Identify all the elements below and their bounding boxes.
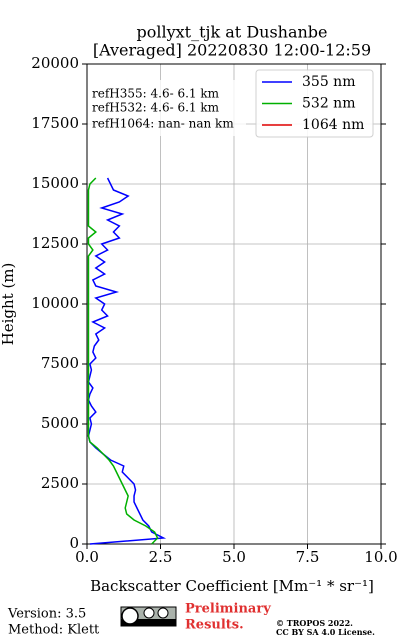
x-axis-label: Backscatter Coefficient [Mm⁻¹ * sr⁻¹] (90, 577, 374, 595)
plot-frame (86, 63, 382, 545)
annotation-box (88, 80, 246, 136)
y-tick-label: 7500 (41, 354, 79, 372)
y-tick-label: 2500 (41, 474, 79, 492)
y-tick-label: 12500 (31, 234, 79, 252)
preliminary: Preliminary (185, 602, 271, 617)
chart-title: pollyxt_tjk at Dushanbe (136, 23, 327, 42)
x-tick-label: 5.0 (222, 548, 246, 566)
y-tick-label: 20000 (31, 54, 79, 72)
legend-label: 355 nm (302, 74, 355, 90)
y-tick-label: 15000 (31, 174, 79, 192)
y-tick-label: 17500 (31, 114, 79, 132)
x-tick-label: 0.0 (75, 548, 99, 566)
copyright: CC BY SA 4.0 License. (276, 627, 375, 637)
x-tick-label: 10.0 (364, 548, 397, 566)
y-tick-label: 0 (69, 534, 79, 552)
legend-label: 532 nm (302, 96, 355, 112)
x-tick-label: 7.5 (296, 548, 320, 566)
legend-label: 1064 nm (302, 117, 364, 133)
annotation: refH532: 4.6- 6.1 km (92, 101, 220, 115)
chart-subtitle: [Averaged] 20220830 12:00-12:59 (93, 41, 371, 60)
preliminary: Results. (185, 618, 244, 633)
copyright: © TROPOS 2022. (276, 618, 353, 628)
y-axis-label: Height (m) (0, 263, 17, 346)
profile-line (87, 177, 159, 545)
legend: 355 nm 532 nm 1064 nm (262, 74, 364, 133)
method: Method: Klett (8, 623, 100, 638)
legend-box (255, 69, 374, 138)
y-tick-label: 5000 (41, 414, 79, 432)
x-tick-label: 2.5 (149, 548, 173, 566)
annotation: refH1064: nan- nan km (92, 117, 234, 131)
profile-line (87, 177, 167, 545)
annotation: refH355: 4.6- 6.1 km (92, 87, 220, 101)
cc-icon (120, 606, 177, 627)
version: Version: 3.5 (7, 607, 86, 622)
y-tick-label: 10000 (31, 294, 79, 312)
